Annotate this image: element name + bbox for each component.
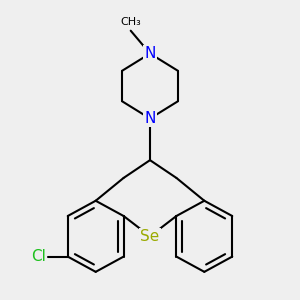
Text: Cl: Cl [31, 249, 46, 264]
Text: Se: Se [140, 229, 160, 244]
Text: CH₃: CH₃ [120, 16, 141, 27]
Text: N: N [144, 46, 156, 61]
Text: N: N [144, 111, 156, 126]
